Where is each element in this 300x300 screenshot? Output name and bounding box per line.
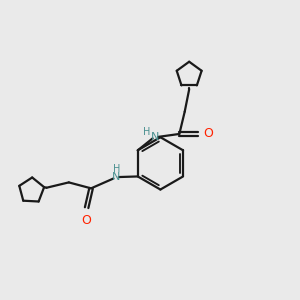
Text: H: H [143, 128, 150, 137]
Text: N: N [112, 172, 121, 182]
Text: H: H [113, 164, 120, 174]
Text: O: O [203, 128, 213, 140]
Text: O: O [82, 214, 92, 226]
Text: N: N [151, 132, 159, 142]
